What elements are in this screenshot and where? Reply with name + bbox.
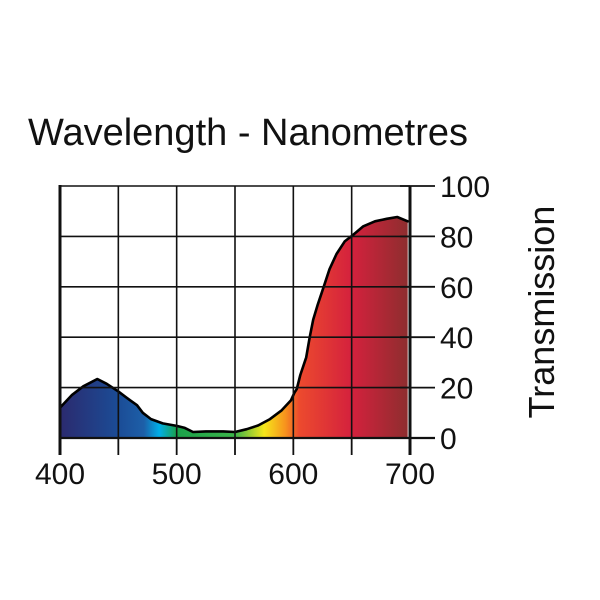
- y-tick-label: 40: [440, 322, 473, 355]
- y-axis-label: Transmission: [521, 206, 562, 419]
- y-tick-label: 100: [440, 171, 490, 204]
- y-tick-label: 20: [440, 373, 473, 406]
- y-tick-label: 0: [440, 423, 457, 456]
- x-tick-label: 500: [152, 458, 202, 491]
- x-tick-label: 700: [385, 458, 435, 491]
- y-tick-label: 60: [440, 272, 473, 305]
- transmission-area: [60, 217, 408, 438]
- area-layer: [58, 215, 409, 438]
- x-tick-label: 400: [35, 458, 85, 491]
- grid-layer: [59, 185, 411, 439]
- transmission-line: [58, 215, 409, 434]
- y-tick-label: 80: [440, 221, 473, 254]
- x-tick-label: 600: [268, 458, 318, 491]
- chart-title: Wavelength - Nanometres: [28, 112, 468, 154]
- axis-layer: [58, 185, 435, 455]
